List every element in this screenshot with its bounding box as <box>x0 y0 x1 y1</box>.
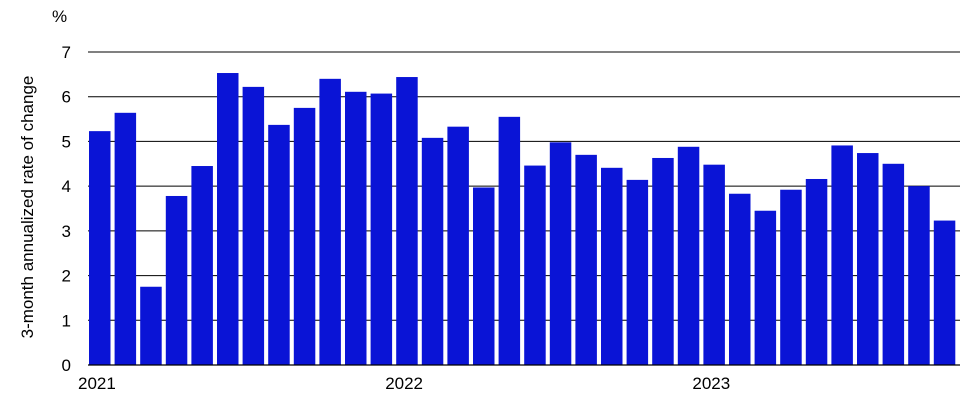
y-tick-label: 2 <box>62 267 71 286</box>
bar <box>345 91 367 366</box>
y-tick-label: 3 <box>62 222 71 241</box>
x-tick-labels: 2021 2022 2023 <box>78 374 730 393</box>
x-tick-label: 2022 <box>385 374 423 393</box>
bar <box>626 179 649 365</box>
bar <box>549 142 572 365</box>
x-tick-label: 2023 <box>692 374 730 393</box>
bar <box>729 193 751 365</box>
bar <box>780 189 802 365</box>
bar <box>524 165 546 365</box>
bar <box>703 164 725 365</box>
bar <box>933 220 956 365</box>
y-tick-label: 0 <box>62 356 71 375</box>
bar <box>396 77 418 365</box>
bars <box>89 73 956 366</box>
bar <box>370 93 393 365</box>
bar <box>677 146 700 365</box>
bar <box>473 187 495 365</box>
y-tick-label: 7 <box>62 43 71 62</box>
bar <box>140 286 162 365</box>
bar <box>908 186 930 365</box>
x-tick-label: 2021 <box>78 374 116 393</box>
bar <box>601 167 623 365</box>
bar <box>242 86 265 365</box>
bar <box>268 124 290 365</box>
bar <box>89 131 111 365</box>
bar <box>421 137 444 365</box>
bar <box>754 210 777 365</box>
bar <box>575 154 597 365</box>
y-tick-label: 5 <box>62 132 71 151</box>
y-axis-unit: % <box>52 7 67 26</box>
y-tick-label: 6 <box>62 88 71 107</box>
bar <box>319 78 341 365</box>
bar <box>447 126 469 365</box>
bar <box>805 178 828 365</box>
bar <box>857 153 879 365</box>
bar <box>882 163 905 365</box>
bar <box>191 166 213 365</box>
bar <box>217 73 239 366</box>
bar <box>498 116 521 365</box>
bar <box>293 107 316 365</box>
y-tick-label: 1 <box>62 311 71 330</box>
bar <box>114 112 137 365</box>
y-tick-labels: 0 1 2 3 4 5 6 7 <box>62 43 71 375</box>
bar <box>652 157 674 365</box>
y-axis-title: 3-month annualized rate of change <box>18 76 37 339</box>
y-tick-label: 4 <box>62 177 71 196</box>
bar <box>831 145 853 365</box>
bar <box>165 195 188 365</box>
